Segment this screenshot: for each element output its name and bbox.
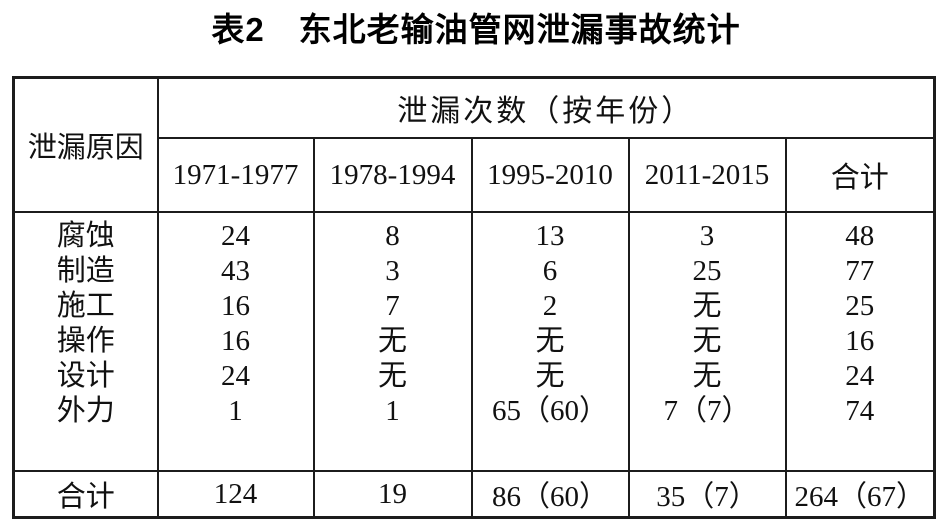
table-row-manufacturing: 制造 43 3 6 25 77 <box>12 254 936 289</box>
data-cell: 74 <box>784 394 936 471</box>
data-cell: 24 <box>784 359 936 394</box>
table-row-design: 设计 24 无 无 无 24 <box>12 359 936 394</box>
data-cell: 16 <box>784 324 936 359</box>
total-row-label: 合计 <box>12 470 159 519</box>
col-header-1971-1977: 1971-1977 <box>156 137 315 213</box>
data-cell: 24 <box>156 359 315 394</box>
data-cell: 7 <box>312 289 473 324</box>
data-cell: 无 <box>627 289 787 324</box>
header-row-years: 1971-1977 1978-1994 1995-2010 2011-2015 … <box>14 137 936 213</box>
data-cell: 3 <box>627 212 787 254</box>
data-cell: 7（7） <box>627 394 787 471</box>
total-cell: 35（7） <box>627 470 787 519</box>
col-header-2011-2015: 2011-2015 <box>627 137 787 213</box>
row-label: 操作 <box>12 324 159 359</box>
data-cell: 65（60） <box>470 394 630 471</box>
data-cell: 6 <box>470 254 630 289</box>
data-cell: 24 <box>156 212 315 254</box>
col-header-1995-2010: 1995-2010 <box>470 137 630 213</box>
header-row-top: 泄漏原因 泄漏次数（按年份） <box>12 76 936 213</box>
row-label: 外力 <box>12 394 159 471</box>
data-cell: 无 <box>312 324 473 359</box>
data-cell: 8 <box>312 212 473 254</box>
data-cell: 无 <box>470 359 630 394</box>
table-row-corrosion: 腐蚀 24 8 13 3 48 <box>12 212 936 254</box>
row-label: 腐蚀 <box>12 212 159 254</box>
row-label: 施工 <box>12 289 159 324</box>
data-cell: 77 <box>784 254 936 289</box>
leak-statistics-table: 泄漏原因 泄漏次数（按年份） 1971-1977 1978-1994 1995-… <box>12 76 937 519</box>
col-header-1978-1994: 1978-1994 <box>312 137 473 213</box>
data-cell: 无 <box>312 359 473 394</box>
data-cell: 3 <box>312 254 473 289</box>
table-row-construction: 施工 16 7 2 无 25 <box>12 289 936 324</box>
data-cell: 43 <box>156 254 315 289</box>
data-cell: 48 <box>784 212 936 254</box>
data-cell: 25 <box>627 254 787 289</box>
total-cell: 19 <box>312 470 473 519</box>
data-cell: 1 <box>156 394 315 471</box>
table-row-total: 合计 124 19 86（60） 35（7） 264（67） <box>12 470 936 519</box>
col-header-total: 合计 <box>784 137 936 213</box>
row-label: 制造 <box>12 254 159 289</box>
data-cell: 无 <box>470 324 630 359</box>
total-cell: 124 <box>156 470 315 519</box>
row-label: 设计 <box>12 359 159 394</box>
data-cell: 16 <box>156 324 315 359</box>
total-cell: 86（60） <box>470 470 630 519</box>
data-cell: 无 <box>627 324 787 359</box>
corner-header-leak-cause: 泄漏原因 <box>12 76 159 213</box>
data-cell: 2 <box>470 289 630 324</box>
table-row-operation: 操作 16 无 无 无 16 <box>12 324 936 359</box>
span-header-leak-counts-by-year: 泄漏次数（按年份） <box>156 76 936 139</box>
table-title: 表2 东北老输油管网泄漏事故统计 <box>211 11 741 48</box>
data-cell: 13 <box>470 212 630 254</box>
data-cell: 25 <box>784 289 936 324</box>
data-cell: 1 <box>312 394 473 471</box>
table-row-external-force: 外力 1 1 65（60） 7（7） 74 <box>12 394 936 471</box>
total-cell: 264（67） <box>784 470 936 519</box>
data-cell: 无 <box>627 359 787 394</box>
data-cell: 16 <box>156 289 315 324</box>
